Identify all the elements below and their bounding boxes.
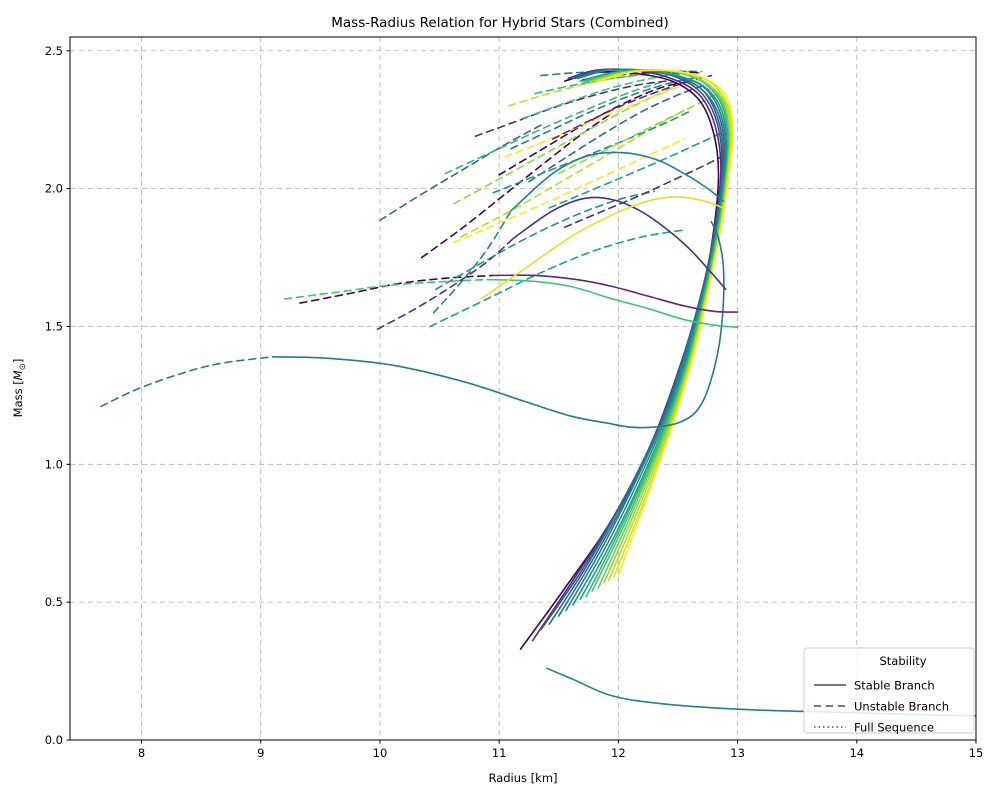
unstable-branch-curve [474, 80, 667, 138]
legend-item[interactable]: Unstable Branch [814, 700, 949, 714]
x-axis-label: Radius [km] [488, 771, 557, 785]
legend-item-label: Unstable Branch [854, 700, 949, 714]
unstable-branch-curve [379, 124, 542, 222]
x-tick-label: 14 [849, 746, 864, 760]
y-axis-label-prefix: Mass [ [11, 380, 25, 417]
unstable-branch-curve [376, 237, 515, 331]
stable-branch-curve [492, 274, 739, 313]
x-tick-label: 8 [138, 746, 145, 760]
x-tick-label: 9 [257, 746, 264, 760]
legend-frame [803, 647, 975, 734]
x-tick-label: 11 [492, 746, 507, 760]
y-tick-label: 0.5 [45, 595, 63, 609]
unstable-branch-curve [504, 80, 698, 158]
data-curves [100, 68, 976, 717]
stable-branch-curve [510, 151, 725, 212]
unstable-branch-curve [429, 229, 685, 328]
y-axis-label-subscript: ⊙ [18, 363, 28, 370]
legend-item-label: Full Sequence [854, 721, 934, 735]
unstable-branch-curve [510, 76, 701, 150]
legend-item[interactable]: Stable Branch [814, 679, 935, 693]
legend-item[interactable]: Full Sequence [814, 721, 934, 735]
y-axis-ticks: 0.0 0.5 1.0 1.5 2.0 2.5 [45, 44, 70, 747]
stable-branch-curve [512, 196, 727, 291]
y-tick-label: 2.0 [45, 182, 63, 196]
x-axis-ticks: 8 9 10 11 12 13 14 15 [138, 740, 983, 760]
unstable-branch-curve [563, 151, 729, 229]
unstable-branch-curve [492, 109, 694, 194]
y-axis-label-symbol: M [11, 370, 25, 380]
x-tick-label: 15 [969, 746, 984, 760]
y-axis-label-suffix: ] [11, 359, 25, 364]
stable-branch-curve [480, 196, 725, 300]
unstable-branch-curve [435, 190, 655, 291]
legend-title: Stability [879, 654, 926, 668]
stable-branch-curve [598, 69, 734, 576]
x-tick-label: 12 [611, 746, 626, 760]
unstable-branch-curve [299, 274, 494, 304]
legend-item-label: Stable Branch [854, 679, 935, 693]
y-tick-label: 2.5 [45, 44, 63, 58]
unstable-branch-curve [498, 80, 691, 176]
unstable-branch-curve [100, 356, 274, 408]
x-tick-label: 10 [373, 746, 388, 760]
y-tick-label: 0.0 [45, 733, 63, 747]
stable-branch-curve [271, 220, 725, 429]
unstable-branch-curve [540, 70, 697, 77]
unstable-branch-curve [528, 84, 705, 183]
unstable-branch-curve [548, 131, 725, 209]
svg-text:Mass [M⊙]: Mass [M⊙] [11, 359, 28, 418]
y-tick-label: 1.0 [45, 457, 63, 471]
y-tick-label: 1.5 [45, 319, 63, 333]
stable-branch-curve [486, 278, 739, 329]
x-tick-label: 13 [730, 746, 745, 760]
page-title: Mass-Radius Relation for Hybrid Stars (C… [331, 15, 669, 31]
legend[interactable]: Stability Stable Branch Unstable Branch Ful… [803, 647, 975, 735]
unstable-branch-curve [444, 81, 661, 175]
unstable-branch-curve [283, 278, 489, 300]
y-axis-label: Mass [M⊙] [11, 359, 28, 418]
axes-frame [69, 36, 977, 741]
unstable-branch-curve [432, 209, 512, 314]
